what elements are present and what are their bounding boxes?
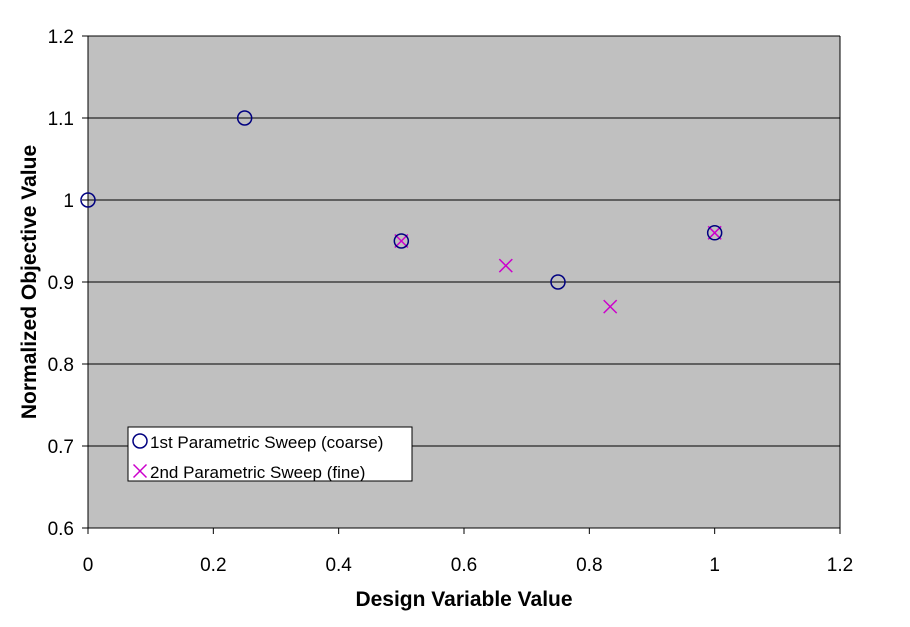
y-tick-label: 1 [63, 191, 74, 212]
y-tick-label: 0.9 [48, 273, 74, 294]
data-point-coarse [236, 110, 253, 126]
x-marker-stroke [394, 233, 409, 249]
legend: 1st Parametric Sweep (coarse) 2nd Paramet… [127, 426, 413, 482]
data-point-fine [707, 225, 722, 240]
x-marker-stroke [498, 258, 513, 273]
data-point-coarse [550, 274, 566, 290]
x-tick-label: 0 [83, 555, 94, 576]
x-marker-stroke [707, 225, 722, 240]
data-point-coarse [80, 192, 96, 208]
x-tick-label: 0.6 [451, 555, 477, 576]
y-tick-label: 0.8 [48, 355, 74, 376]
data-points [80, 110, 723, 314]
legend-label: 2nd Parametric Sweep (fine) [150, 463, 365, 482]
x-tick-label: 1 [709, 555, 720, 576]
data-point-fine [394, 233, 409, 249]
legend-box [127, 426, 413, 482]
data-point-fine [498, 258, 513, 273]
x-axis-label: Design Variable Value [355, 588, 572, 611]
x-marker-stroke [603, 299, 618, 314]
y-tick-label: 1.1 [48, 109, 74, 130]
legend-marker [132, 433, 148, 449]
data-point-coarse [393, 233, 410, 249]
x-tick-label: 0.4 [325, 555, 352, 576]
x-tick-label: 0.8 [576, 555, 602, 576]
y-tick-labels: 0.6 0.7 0.8 0.9 1 1.1 1.2 [48, 27, 74, 540]
x-marker-stroke [132, 463, 148, 479]
y-tick-label: 0.7 [48, 437, 74, 458]
x-tick-label: 1.2 [827, 555, 853, 576]
axes [82, 35, 841, 534]
legend-label: 1st Parametric Sweep (coarse) [150, 433, 383, 452]
y-tick-label: 1.2 [48, 27, 74, 48]
y-tick-label: 0.6 [48, 519, 74, 540]
legend-marker [132, 463, 148, 479]
x-tick-labels: 0 0.2 0.4 0.6 0.8 1 1.2 [83, 555, 854, 576]
data-point-coarse [706, 225, 723, 241]
x-tick-label: 0.2 [200, 555, 226, 576]
y-axis-label: Normalized Objective Value [18, 145, 41, 419]
data-point-fine [603, 299, 618, 314]
